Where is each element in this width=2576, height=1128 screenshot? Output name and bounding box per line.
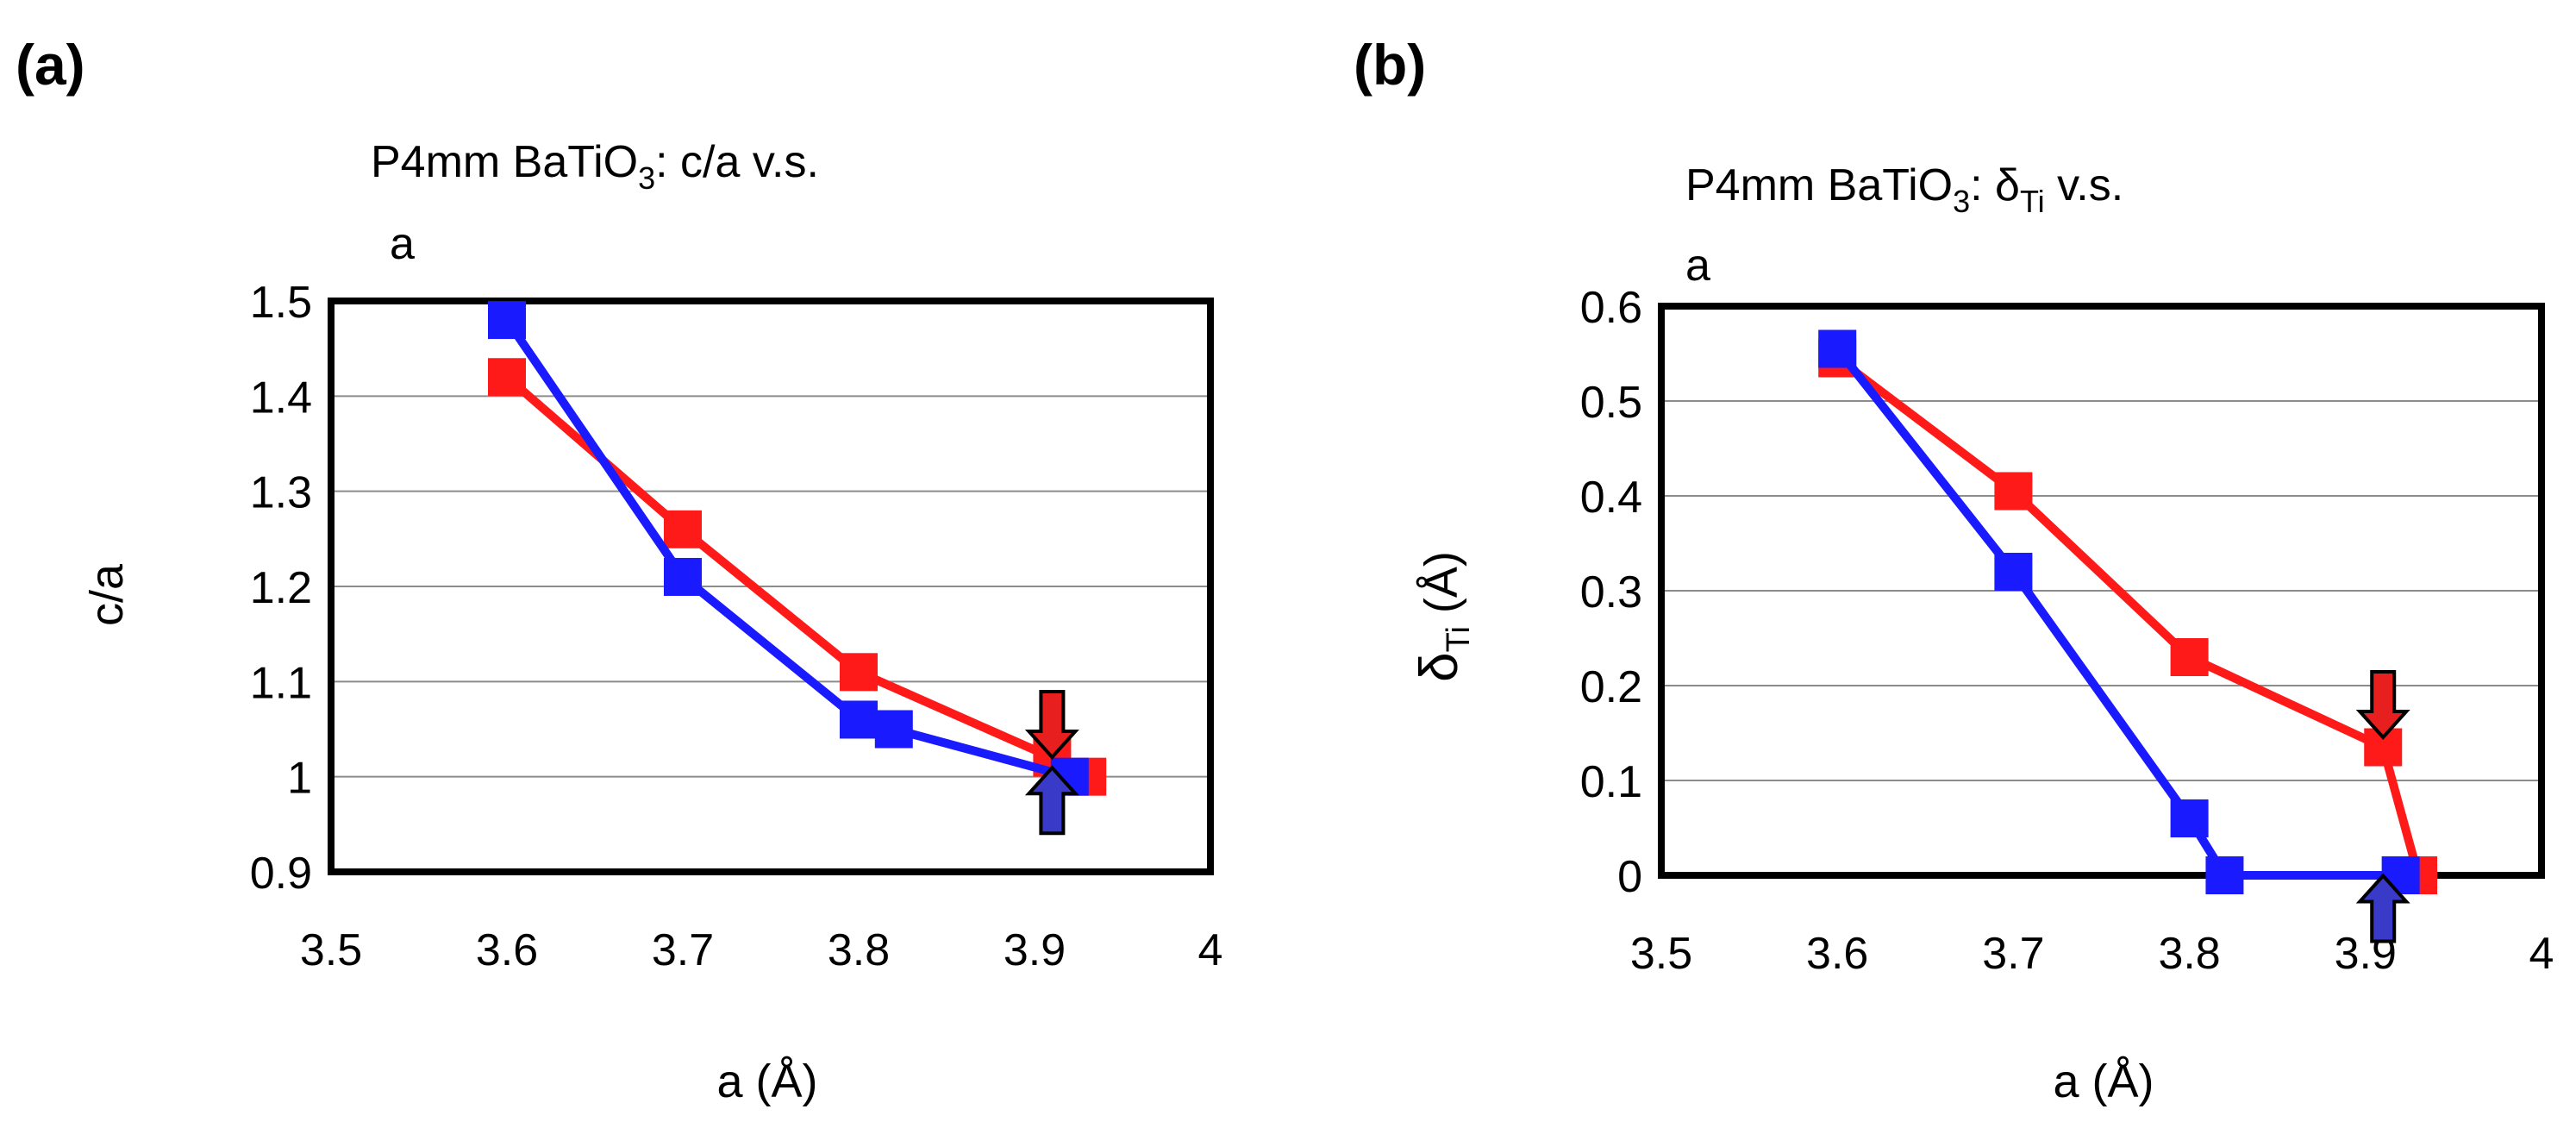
panel-b-title-line2: a — [1685, 241, 1710, 291]
panel-a-x-tick-label: 3.5 — [300, 925, 362, 975]
panel-a-series-blue-line — [503, 317, 1072, 781]
panel-a-x-tick-label: 3.8 — [828, 925, 890, 975]
panel-b-y-tick-label: 0.2 — [1580, 662, 1642, 712]
panel-b-y-axis-label: δTi (Å) — [1410, 551, 1477, 682]
panel-a-series-blue-marker — [488, 301, 526, 340]
panel-b-y-tick-label: 0.3 — [1580, 567, 1642, 617]
panel-b-y-tick-label: 0.4 — [1580, 473, 1642, 523]
panel-a-title: P4mm BaTiO3: c/a v.s. — [371, 137, 819, 196]
panel-b-x-tick-label: 3.7 — [1982, 929, 2044, 979]
panel-a-y-axis-label: c/a — [81, 563, 133, 626]
panel-b-series-blue-marker — [1994, 553, 2033, 591]
panel-b-y-tick-label: 0.1 — [1580, 757, 1642, 807]
panel-b: (b) P4mm BaTiO3: δTi v.s. a 0 0.1 0.2 0.3 0.… — [1354, 33, 2554, 1107]
panel-b-y-tick-label: 0.5 — [1580, 378, 1642, 428]
panel-a-title-line2: a — [390, 219, 415, 269]
panel-a-x-tick-label: 3.9 — [1004, 925, 1066, 975]
panel-b-y-tick-label: 0 — [1617, 852, 1642, 902]
panel-b-series-red-line — [1835, 354, 2423, 877]
panel-a-series-red-marker — [840, 653, 878, 692]
panel-a-y-tick-label: 1.2 — [250, 563, 312, 613]
panel-a-x-tick-label: 4 — [1198, 925, 1223, 975]
panel-b-plot: 00.10.20.30.40.50.63.5 3.6 3.7 3.8 3.9 4 — [1580, 283, 2554, 979]
panel-a-series-blue-marker — [874, 710, 913, 749]
panel-b-red-down-arrow — [2355, 670, 2410, 740]
panel-b-plot-frame — [1658, 303, 2545, 879]
panel-a-blue-up-arrow — [1024, 765, 1079, 836]
panel-a-red-down-arrow — [1024, 689, 1079, 760]
panel-a-y-tick-label: 1.1 — [250, 658, 312, 708]
panel-a-y-tick-label: 1 — [287, 754, 312, 804]
panel-b-series-red-marker — [2170, 638, 2209, 676]
panel-b-series-blue-marker — [2205, 856, 2244, 894]
panel-a-label: (a) — [16, 33, 85, 97]
panel-a-series-red-line — [503, 373, 1090, 781]
panel-a-series-blue-marker — [840, 700, 878, 739]
panel-a-x-axis-label: a (Å) — [716, 1056, 817, 1107]
panel-b-series-red-marker — [1994, 472, 2033, 511]
panel-a-y-tick-label: 1.5 — [250, 278, 312, 328]
panel-a-y-tick-label: 1.3 — [250, 468, 312, 518]
panel-b-series-blue-marker — [1818, 329, 1857, 368]
panel-b-series-blue-line — [1834, 346, 2401, 880]
panel-a-x-tick-label: 3.7 — [652, 925, 714, 975]
panel-b-x-tick-label: 3.8 — [2158, 929, 2220, 979]
panel-a: (a) P4mm BaTiO3: c/a v.s. a 0.9 1 1.1 1.2 1.… — [16, 33, 1222, 1107]
panel-a-x-tick-label: 3.6 — [476, 925, 538, 975]
panel-b-x-tick-label: 4 — [2529, 929, 2554, 979]
panel-a-plot-frame — [328, 298, 1214, 875]
panel-b-x-tick-label: 3.5 — [1630, 929, 1692, 979]
panel-b-series-blue-marker — [2170, 799, 2209, 837]
panel-a-y-tick-label: 0.9 — [250, 849, 312, 899]
panel-b-blue-up-arrow — [2355, 873, 2410, 943]
panel-b-y-tick-label: 0.6 — [1580, 283, 1642, 333]
panel-a-y-tick-label: 1.4 — [250, 373, 312, 423]
panel-b-label: (b) — [1354, 33, 1426, 97]
panel-a-series-red-marker — [488, 358, 526, 397]
panel-b-x-axis-label: a (Å) — [2053, 1056, 2154, 1107]
panel-a-plot: 0.9 1 1.1 1.2 1.3 1.4 1.5 3.5 3.6 3.7 3.8 3.9 4 — [250, 278, 1223, 975]
panel-b-x-tick-label: 3.6 — [1806, 929, 1868, 979]
panel-a-series-blue-marker — [664, 557, 702, 596]
panel-a-series-red-marker — [664, 510, 702, 548]
panel-b-title: P4mm BaTiO3: δTi v.s. — [1685, 160, 2123, 219]
